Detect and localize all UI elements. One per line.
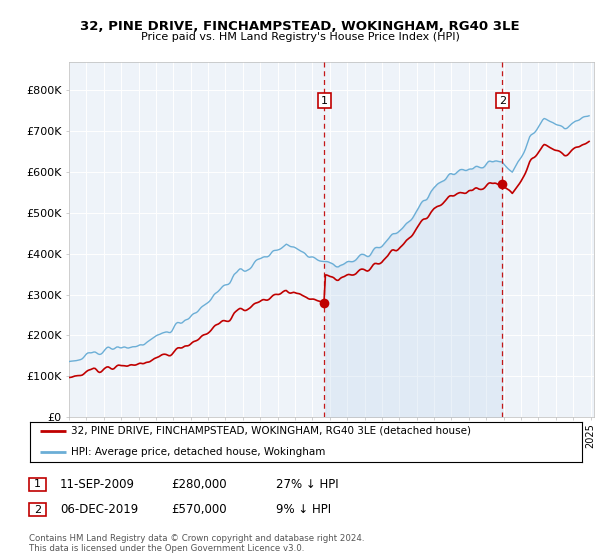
Text: 1: 1 — [34, 479, 41, 489]
Text: 32, PINE DRIVE, FINCHAMPSTEAD, WOKINGHAM, RG40 3LE (detached house): 32, PINE DRIVE, FINCHAMPSTEAD, WOKINGHAM… — [71, 426, 472, 436]
Text: HPI: Average price, detached house, Wokingham: HPI: Average price, detached house, Woki… — [71, 447, 326, 457]
Text: 27% ↓ HPI: 27% ↓ HPI — [276, 478, 338, 491]
Text: 32, PINE DRIVE, FINCHAMPSTEAD, WOKINGHAM, RG40 3LE: 32, PINE DRIVE, FINCHAMPSTEAD, WOKINGHAM… — [80, 20, 520, 32]
Text: Contains HM Land Registry data © Crown copyright and database right 2024.
This d: Contains HM Land Registry data © Crown c… — [29, 534, 364, 553]
Text: 1: 1 — [321, 96, 328, 106]
Text: £280,000: £280,000 — [171, 478, 227, 491]
Text: 9% ↓ HPI: 9% ↓ HPI — [276, 503, 331, 516]
Text: 2: 2 — [499, 96, 506, 106]
Text: 11-SEP-2009: 11-SEP-2009 — [60, 478, 135, 491]
Text: £570,000: £570,000 — [171, 503, 227, 516]
Text: 06-DEC-2019: 06-DEC-2019 — [60, 503, 138, 516]
Text: Price paid vs. HM Land Registry's House Price Index (HPI): Price paid vs. HM Land Registry's House … — [140, 32, 460, 43]
Text: 2: 2 — [34, 505, 41, 515]
